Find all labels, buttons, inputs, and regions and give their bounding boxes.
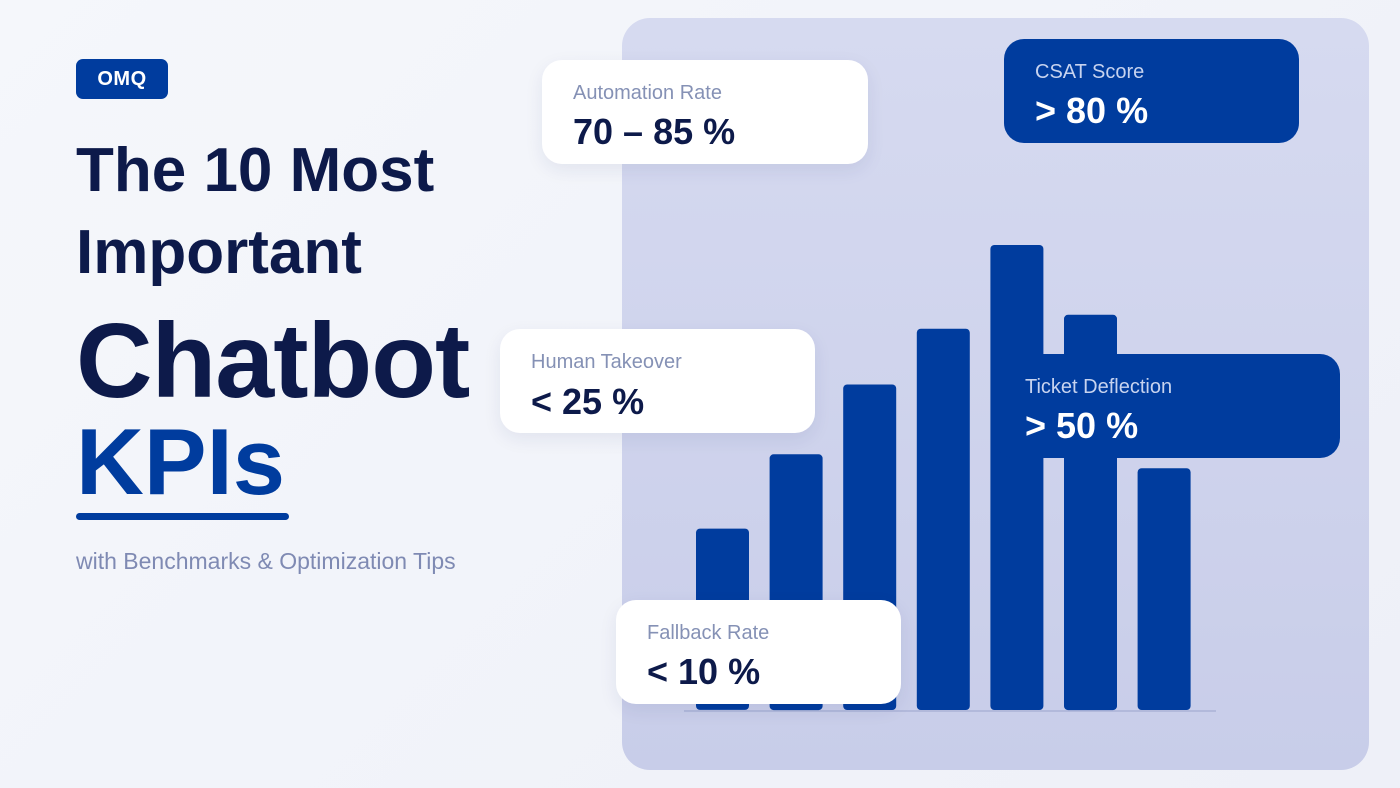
subtitle: with Benchmarks & Optimization Tips	[76, 548, 456, 574]
kpi-label: Automation Rate	[573, 82, 722, 104]
kpi-card-human-takeover: Human Takeover < 25 %	[500, 329, 815, 433]
headline-line-3: Chatbot	[76, 302, 470, 420]
brand-badge: OMQ	[76, 59, 168, 99]
chart-bar	[916, 328, 970, 710]
kpi-value: < 10 %	[647, 651, 761, 692]
headline-line-4: KPIs	[76, 409, 285, 514]
kpi-card-ticket-deflection: Ticket Deflection > 50 %	[994, 354, 1340, 458]
kpi-value: 70 – 85 %	[573, 111, 736, 152]
headline-line-1: The 10 Most	[76, 136, 435, 205]
kpi-value: > 50 %	[1025, 405, 1139, 446]
chart-bar	[1137, 468, 1191, 710]
kpi-card-fallback-rate: Fallback Rate < 10 %	[616, 600, 901, 704]
kpi-label: Human Takeover	[531, 351, 682, 373]
kpi-label: CSAT Score	[1035, 61, 1145, 83]
headline-line-2: Important	[76, 218, 362, 287]
title-section: OMQ The 10 Most Important Chatbot KPIs w…	[76, 0, 516, 788]
kpi-card-csat-score: CSAT Score > 80 %	[1004, 39, 1299, 143]
headline-underline	[76, 513, 289, 520]
kpi-value: > 80 %	[1035, 90, 1149, 131]
kpi-value: < 25 %	[531, 381, 645, 422]
chart-bar	[990, 245, 1044, 710]
kpi-label: Fallback Rate	[647, 622, 770, 644]
kpi-label: Ticket Deflection	[1025, 376, 1173, 398]
kpi-card-automation-rate: Automation Rate 70 – 85 %	[542, 60, 868, 164]
